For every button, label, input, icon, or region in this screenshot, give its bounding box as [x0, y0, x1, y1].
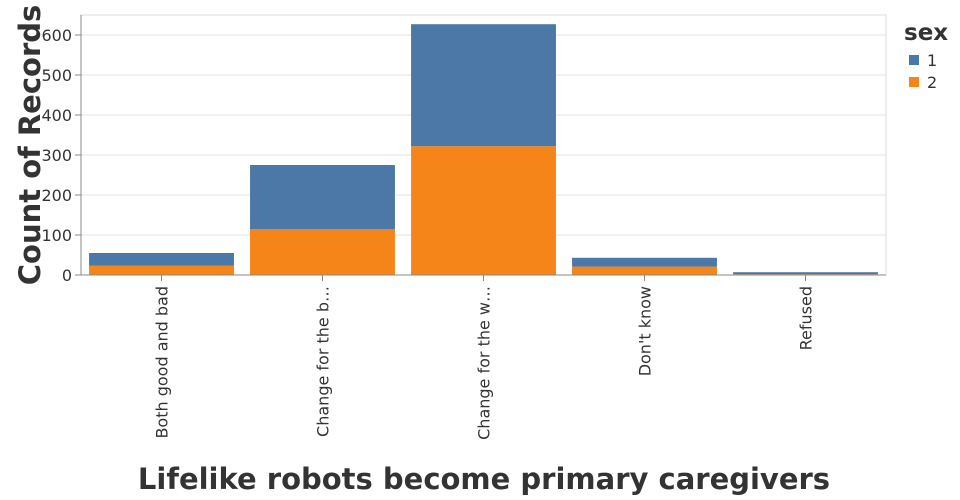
- y-tick-label: 400: [41, 106, 72, 125]
- legend-title: sex: [904, 20, 948, 46]
- bar-segment: [89, 265, 234, 275]
- bar-segment: [250, 165, 395, 229]
- bar-segment: [411, 24, 556, 147]
- x-tick-label: Don't know: [636, 286, 655, 376]
- legend-label: 2: [927, 73, 937, 92]
- y-axis-ticks: 0 100 200 300 400 500 600: [41, 26, 81, 285]
- x-tick-label: Change for the w…: [475, 286, 494, 440]
- y-tick-label: 100: [41, 226, 72, 245]
- y-tick-label: 300: [41, 146, 72, 165]
- legend-label: 1: [927, 51, 937, 70]
- x-axis-ticks: Both good and bad Change for the b… Change…: [153, 275, 816, 440]
- bars: [89, 24, 878, 275]
- bar-segment: [250, 229, 395, 275]
- bar-segment: [411, 146, 556, 275]
- bar-segment: [572, 257, 717, 267]
- legend-swatch: [909, 77, 919, 87]
- legend-swatch: [909, 55, 919, 65]
- y-tick-label: 600: [41, 26, 72, 45]
- y-tick-label: 0: [62, 266, 72, 285]
- x-tick-label: Change for the b…: [314, 286, 333, 437]
- bar-segment: [572, 266, 717, 275]
- legend: sex 12: [904, 20, 948, 92]
- y-axis-title: Count of Records: [13, 5, 47, 286]
- grid-lines: [81, 34, 886, 236]
- bar-segment: [89, 253, 234, 266]
- y-tick-label: 500: [41, 66, 72, 85]
- x-tick-label: Both good and bad: [153, 286, 172, 439]
- x-tick-label: Refused: [797, 286, 816, 350]
- x-axis-title: Lifelike robots become primary caregiver…: [138, 462, 830, 496]
- legend-items: 12: [909, 51, 937, 92]
- bar-segment: [733, 272, 878, 275]
- y-tick-label: 200: [41, 186, 72, 205]
